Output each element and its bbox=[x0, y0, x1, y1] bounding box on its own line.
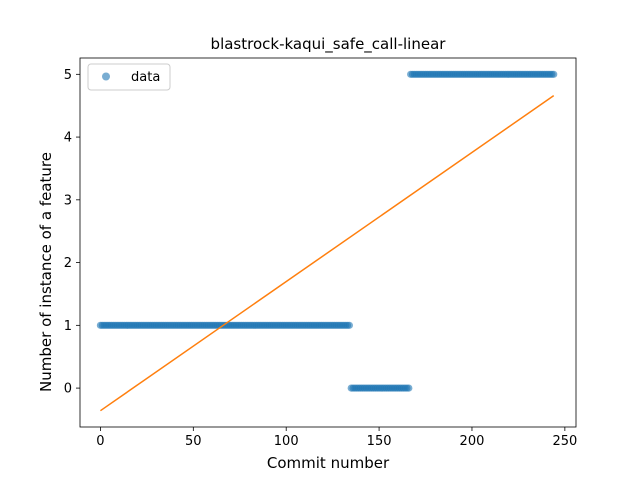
plot-background bbox=[80, 58, 576, 427]
axes-frame bbox=[79, 57, 577, 428]
x-tick-label: 100 bbox=[274, 434, 299, 449]
x-tick-label: 150 bbox=[367, 434, 392, 449]
y-tick-label: 2 bbox=[64, 256, 72, 271]
y-tick-label: 1 bbox=[64, 319, 72, 334]
legend-marker bbox=[102, 72, 110, 81]
x-axis-label: Commit number bbox=[267, 454, 390, 472]
x-tick-label: 50 bbox=[185, 434, 202, 449]
y-axis-label: Number of instance of a feature bbox=[37, 152, 55, 392]
data-point bbox=[550, 70, 558, 78]
chart-title: blastrock-kaqui_safe_call-linear bbox=[211, 35, 447, 54]
y-tick-label: 5 bbox=[64, 68, 72, 83]
x-tick-label: 250 bbox=[552, 434, 577, 449]
x-tick-label: 200 bbox=[460, 434, 485, 449]
y-axis: 0 1 2 3 4 5 bbox=[64, 68, 80, 397]
legend: data bbox=[87, 63, 171, 91]
data-point bbox=[405, 384, 413, 392]
x-axis: 0 50 100 150 200 250 bbox=[96, 427, 577, 449]
x-tick-label: 0 bbox=[96, 434, 104, 449]
legend-box bbox=[87, 63, 171, 91]
plot-area bbox=[79, 57, 577, 428]
legend-entry: data bbox=[131, 70, 160, 85]
data-point bbox=[345, 321, 353, 329]
fit-line bbox=[100, 95, 555, 412]
y-tick-label: 4 bbox=[64, 131, 72, 146]
y-tick-label: 0 bbox=[64, 382, 72, 397]
y-tick-label: 3 bbox=[64, 193, 72, 208]
